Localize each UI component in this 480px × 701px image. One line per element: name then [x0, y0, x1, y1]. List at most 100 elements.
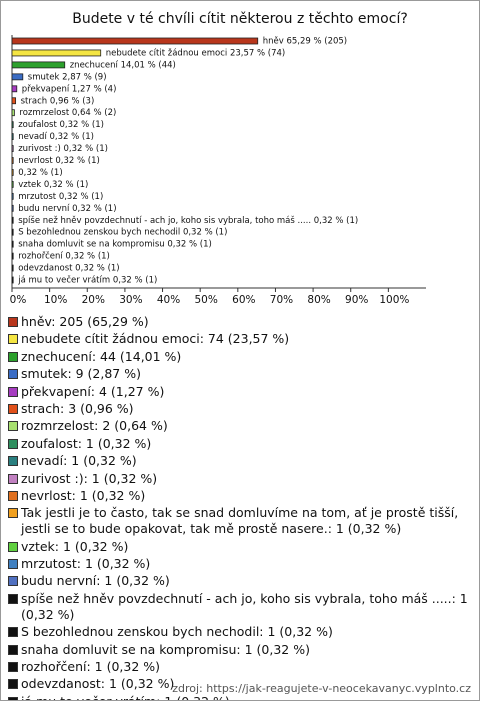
- legend-item: hněv: 205 (65,29 %): [8, 314, 468, 330]
- chart: Budete v té chvíli cítit některou z těch…: [10, 11, 426, 306]
- bar: [11, 73, 24, 81]
- legend-swatch: [8, 334, 18, 345]
- value-label: hněv 65,29 % (205): [263, 37, 347, 47]
- value-label: snaha domluvit se na kompromisu 0,32 % (…: [18, 240, 212, 250]
- x-tick-label: 100%: [379, 294, 409, 306]
- legend-label: zurivost :): 1 (0,32 %): [21, 470, 158, 486]
- legend-item: rozmrzelost: 2 (0,64 %): [8, 418, 468, 434]
- legend-item: rozhořčení: 1 (0,32 %): [8, 659, 468, 675]
- legend-label: nebudete cítit žádnou emoci: 74 (23,57 %…: [21, 331, 290, 347]
- bar: [11, 252, 14, 260]
- value-label: odevzdanost 0,32 % (1): [18, 264, 119, 274]
- bar: [11, 264, 14, 272]
- legend-label: spíše než hněv povzdechnutí - ach jo, ko…: [21, 590, 468, 622]
- legend-item: vztek: 1 (0,32 %): [8, 539, 468, 555]
- legend-item: zoufalost: 1 (0,32 %): [8, 436, 468, 452]
- value-label: rozmrzelost 0,64 % (2): [19, 108, 116, 118]
- legend-swatch: [8, 473, 18, 484]
- bar: [11, 228, 14, 236]
- legend-label: rozhořčení: 1 (0,32 %): [21, 659, 161, 675]
- legend-label: rozmrzelost: 2 (0,64 %): [21, 418, 168, 434]
- x-tick-label: 80%: [307, 294, 330, 306]
- legend-swatch: [8, 576, 18, 587]
- legend-item: překvapení: 4 (1,27 %): [8, 384, 468, 400]
- legend-label: mrzutost: 1 (0,32 %): [21, 556, 151, 572]
- value-label: spíše než hněv povzdechnutí - ach jo, ko…: [18, 215, 358, 226]
- legend-swatch: [8, 593, 18, 604]
- legend-label: hněv: 205 (65,29 %): [21, 314, 149, 329]
- value-label: vztek 0,32 % (1): [18, 180, 88, 190]
- x-tick-label: 40%: [157, 294, 180, 306]
- legend-label: nevrlost: 1 (0,32 %): [21, 487, 146, 503]
- legend-swatch: [8, 421, 18, 432]
- bar: [11, 169, 14, 176]
- legend-swatch: [8, 317, 18, 327]
- value-label: nevrlost 0,32 % (1): [18, 156, 100, 166]
- x-tick-label: 70%: [270, 294, 293, 306]
- bar: [11, 180, 14, 188]
- bar: [11, 97, 17, 105]
- x-tick-label: 20%: [82, 294, 105, 306]
- value-label: nevadí 0,32 % (1): [18, 132, 94, 142]
- legend-label: smutek: 9 (2,87 %): [21, 366, 141, 382]
- legend-item: snaha domluvit se na kompromisu: 1 (0,32…: [8, 642, 468, 658]
- value-label: zurivost :) 0,32 % (1): [18, 144, 108, 154]
- legend-label: já mu to večer vrátím: 1 (0,32 %): [21, 694, 230, 700]
- legend-label: budu nervní: 1 (0,32 %): [21, 573, 170, 589]
- value-label: rozhořčení 0,32 % (1): [18, 251, 110, 262]
- legend-swatch: [8, 696, 18, 700]
- legend: hněv: 205 (65,29 %) nebudete cítit žádnou…: [8, 314, 468, 700]
- legend-swatch: [8, 559, 18, 570]
- bar: [11, 276, 14, 284]
- bar: [11, 240, 14, 248]
- bar: [11, 204, 14, 212]
- bar: [11, 85, 18, 93]
- legend-label: nevadí: 1 (0,32 %): [21, 453, 137, 469]
- legend-label: překvapení: 4 (1,27 %): [21, 383, 165, 399]
- source: zdroj: https://jak-reagujete-v-neocekava…: [172, 682, 471, 695]
- value-label: mrzutost 0,32 % (1): [18, 192, 103, 202]
- bar: [11, 216, 14, 224]
- legend-item: zurivost :): 1 (0,32 %): [8, 471, 468, 487]
- bar: [11, 109, 15, 117]
- bar: [11, 133, 14, 141]
- value-label: překvapení 1,27 % (4): [22, 84, 117, 94]
- x-tick-label: 90%: [345, 294, 368, 306]
- legend-label: odevzdanost: 1 (0,32 %): [21, 676, 175, 692]
- legend-item: nevrlost: 1 (0,32 %): [8, 488, 468, 504]
- x-tick-label: 60%: [232, 294, 255, 306]
- x-tick-label: 10%: [44, 294, 67, 306]
- legend-item: smutek: 9 (2,87 %): [8, 366, 468, 382]
- legend-swatch: [8, 508, 18, 519]
- legend-swatch: [8, 490, 18, 501]
- x-tick-label: 50%: [195, 294, 218, 306]
- value-label: zoufalost 0,32 % (1): [18, 120, 104, 130]
- legend-label: S bezohlednou zenskou bych nechodil: 1 (…: [21, 624, 333, 640]
- legend-swatch: [8, 386, 18, 397]
- x-tick-label: 0%: [10, 294, 27, 306]
- value-label: budu nervní 0,32 % (1): [18, 204, 116, 214]
- legend-item: spíše než hněv povzdechnutí - ach jo, ko…: [8, 591, 468, 623]
- legend-swatch: [8, 369, 18, 380]
- legend-swatch: [8, 627, 18, 638]
- bar: [11, 145, 14, 152]
- legend-item: já mu to večer vrátím: 1 (0,32 %): [8, 694, 468, 700]
- value-label: 0,32 % (1): [18, 168, 62, 178]
- legend-label: znechucení: 44 (14,01 %): [21, 348, 182, 364]
- legend-item: mrzutost: 1 (0,32 %): [8, 556, 468, 572]
- legend-swatch: [8, 541, 18, 552]
- bar: [11, 37, 259, 45]
- bar: [11, 49, 102, 57]
- bar: [11, 192, 14, 200]
- legend-item: odevzdanost: 1 (0,32 %): [8, 676, 468, 692]
- value-label: znechucení 14,01 % (44): [70, 60, 176, 70]
- legend-item: nebudete cítit žádnou emoci: 74 (23,57 %…: [8, 331, 468, 347]
- legend-item: znechucení: 44 (14,01 %): [8, 349, 468, 365]
- legend-item: S bezohlednou zenskou bych nechodil: 1 (…: [8, 624, 468, 640]
- legend-swatch: [8, 644, 18, 655]
- legend-label: vztek: 1 (0,32 %): [21, 538, 129, 554]
- legend-swatch: [8, 679, 18, 690]
- legend-swatch: [8, 456, 18, 467]
- legend-item: Tak jestli je to často, tak se snad doml…: [8, 505, 468, 537]
